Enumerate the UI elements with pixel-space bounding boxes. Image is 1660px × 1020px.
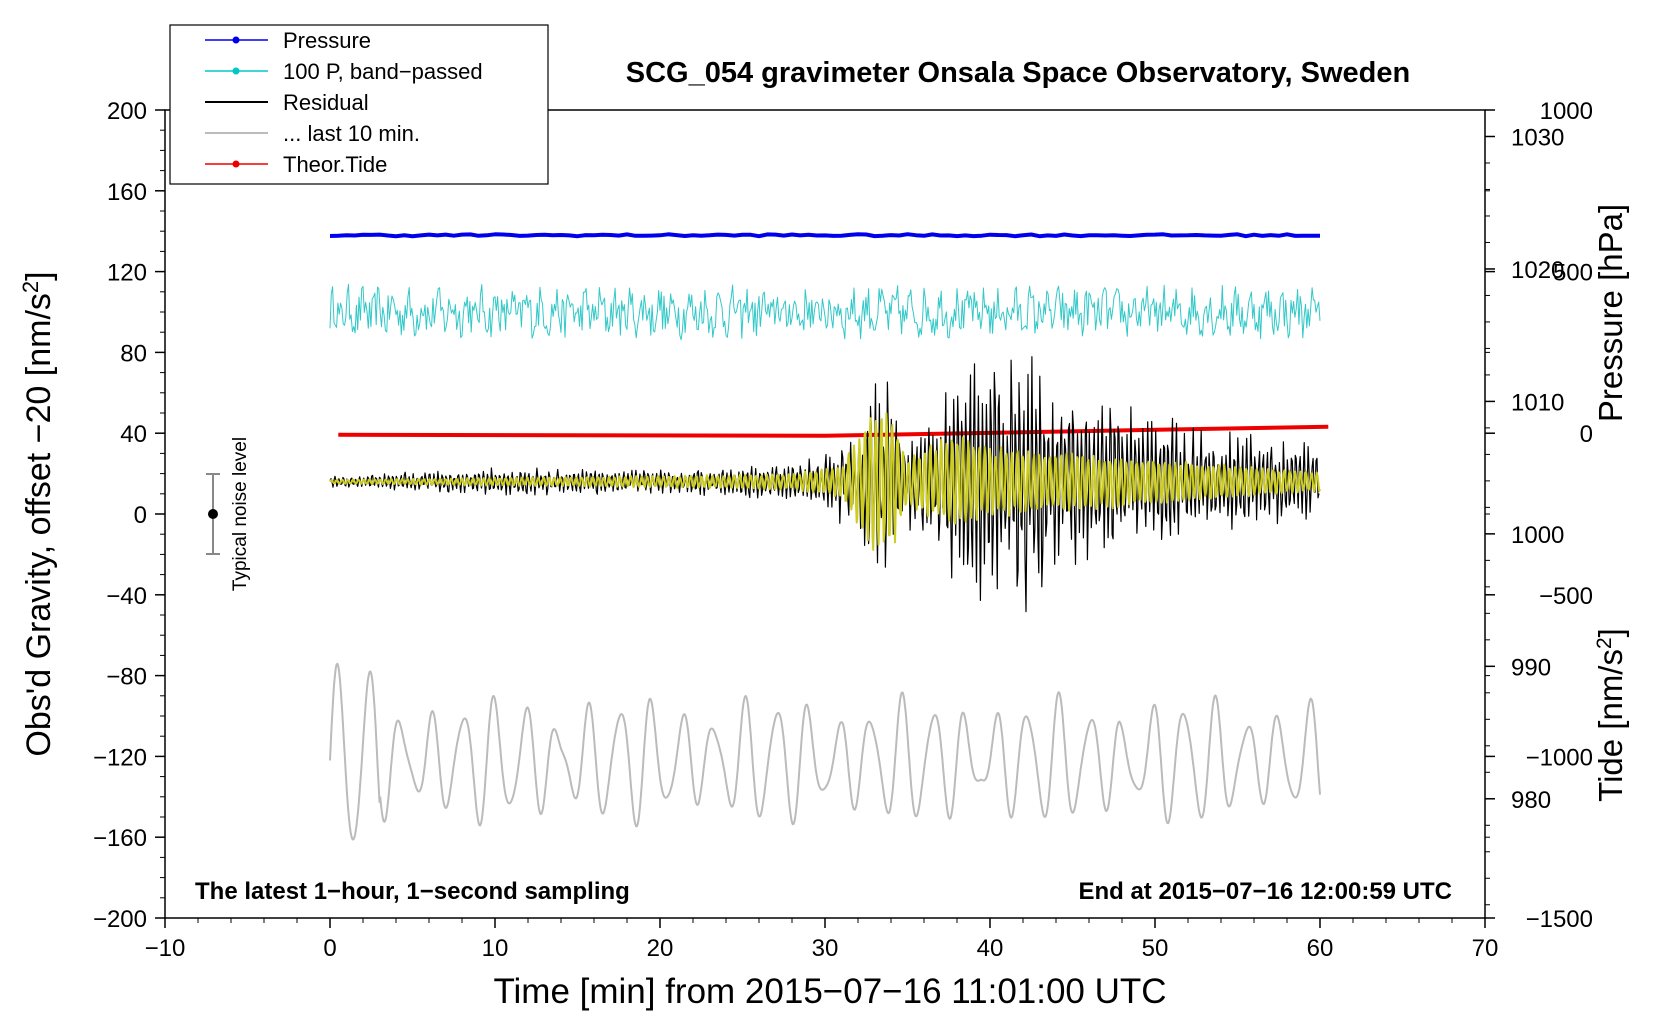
y-tick-label: −120 [93, 744, 147, 771]
y-axis-label-tide: Tide [nm/s2] [1592, 628, 1629, 802]
y-tick-label: 160 [107, 179, 147, 206]
legend-label-tide: Theor.Tide [283, 152, 387, 177]
noise-dot [208, 509, 218, 519]
x-tick-label: −10 [145, 935, 186, 962]
legend-item-last10: ... last 10 min. [205, 121, 420, 146]
pressure-tick-label: 980 [1511, 787, 1551, 814]
legend-box [169, 24, 549, 185]
pressure-tick-label: 1010 [1511, 389, 1564, 416]
x-tick-label: 0 [323, 935, 336, 962]
end-time-note: End at 2015−07−16 12:00:59 UTC [1078, 878, 1452, 905]
y-tick-label: −160 [93, 825, 147, 852]
y-tick-label: 200 [107, 98, 147, 125]
tide-tick-label: −500 [1539, 583, 1593, 610]
axis-ticks: −10 0 10 20 30 40 50 60 70−200−160−120−80−400408… [93, 98, 1593, 962]
tide-tick-label: 1000 [1540, 98, 1593, 125]
x-tick-label: 20 [647, 935, 674, 962]
y-axis-label-left: Obs'd Gravity, offset −20 [nm/s2] [18, 271, 59, 756]
legend: Pressure 100 P, band−passed Residual ...… [169, 24, 549, 185]
legend-label-residual: Residual [283, 90, 369, 115]
x-tick-label: 70 [1472, 935, 1499, 962]
series-residual-filtered [329, 412, 1321, 551]
y-tick-label: 120 [107, 260, 147, 287]
pressure-tick-label: 990 [1511, 654, 1551, 681]
y-tick-label: 0 [134, 502, 147, 529]
y-tick-label: −200 [93, 906, 147, 933]
tide-tick-label: 0 [1580, 421, 1593, 448]
x-axis-label: Time [min] from 2015−07−16 11:01:00 UTC [493, 972, 1166, 1011]
legend-label-bandpassed: 100 P, band−passed [283, 59, 483, 84]
y-tick-label: −40 [106, 583, 147, 610]
tide-tick-label: −1500 [1526, 906, 1593, 933]
legend-item-pressure: Pressure [205, 28, 371, 53]
y-tick-label: 80 [120, 340, 147, 367]
legend-item-bandpassed: 100 P, band−passed [205, 59, 483, 84]
chart-title: SCG_054 gravimeter Onsala Space Observat… [626, 57, 1410, 89]
legend-marker-pressure [232, 36, 240, 44]
noise-label: Typical noise level [230, 437, 251, 591]
series-theor-tide [338, 424, 1329, 438]
plot-frame [164, 109, 1486, 919]
pressure-tick-label: 1020 [1511, 257, 1564, 284]
pressure-tick-label: 1030 [1511, 124, 1564, 151]
legend-item-tide: Theor.Tide [205, 152, 387, 177]
series-band-passed-pressure [329, 283, 1321, 341]
x-tick-label: 60 [1307, 935, 1334, 962]
x-tick-label: 10 [482, 935, 509, 962]
y-tick-label: 40 [120, 421, 147, 448]
sampling-note: The latest 1−hour, 1−second sampling [195, 878, 630, 905]
legend-item-residual: Residual [205, 90, 369, 115]
tide-tick-label: −1000 [1526, 744, 1593, 771]
x-tick-label: 30 [812, 935, 839, 962]
x-tick-label: 50 [1142, 935, 1169, 962]
legend-marker-bandpassed [232, 67, 240, 75]
series-last-10-min [329, 662, 1321, 841]
tide-tick-label: 500 [1553, 260, 1593, 287]
legend-label-pressure: Pressure [283, 28, 371, 53]
series-pressure [329, 232, 1321, 239]
legend-label-last10: ... last 10 min. [283, 121, 420, 146]
y-axis-label-pressure: Pressure [hPa] [1592, 204, 1629, 422]
legend-marker-tide [232, 160, 240, 168]
x-tick-label: 40 [977, 935, 1004, 962]
y-tick-label: −80 [106, 664, 147, 691]
data-series [329, 232, 1329, 841]
pressure-tick-label: 1000 [1511, 522, 1564, 549]
